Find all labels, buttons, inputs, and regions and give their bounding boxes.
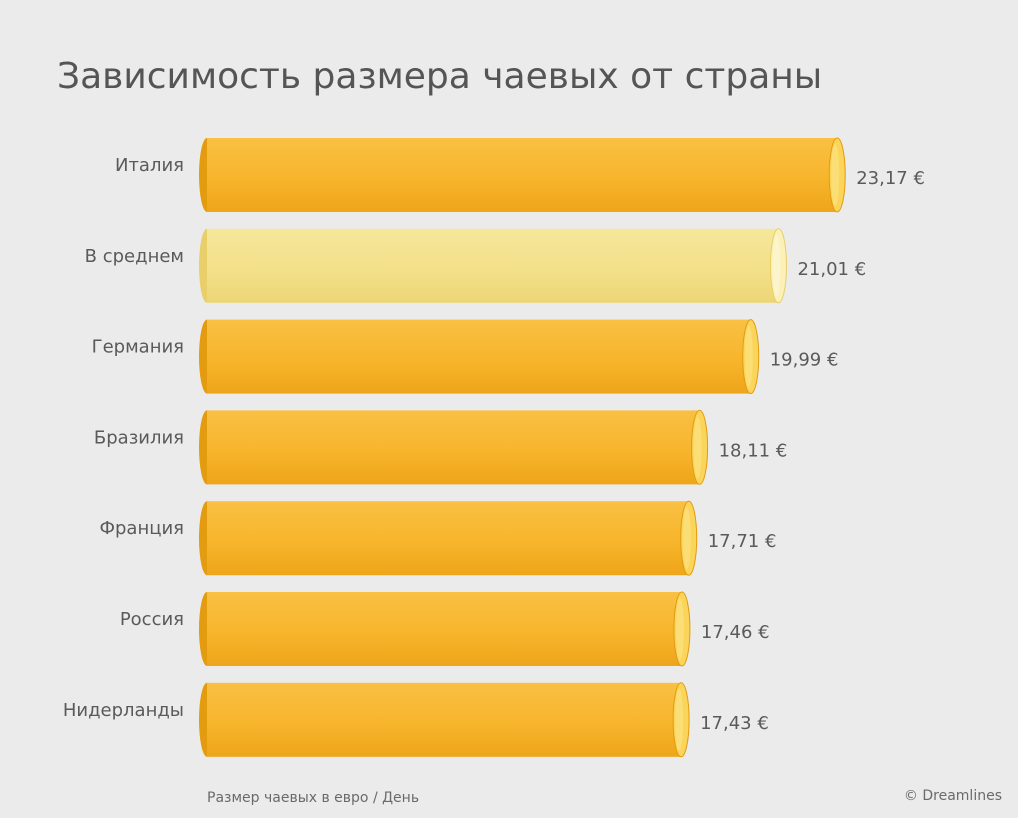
- bar: [207, 228, 779, 303]
- category-label: Нидерланды: [63, 700, 184, 721]
- bar-end-highlight: [693, 416, 702, 479]
- bar-group: [199, 591, 691, 667]
- category-label: Италия: [115, 155, 184, 176]
- value-label: 21,01 €: [797, 259, 866, 280]
- bar-group: [199, 137, 846, 213]
- bar-group: [199, 409, 709, 485]
- bar-group: [199, 319, 760, 395]
- bar-group: [199, 500, 698, 576]
- bar-group: [199, 682, 690, 758]
- value-label: 17,71 €: [708, 531, 777, 552]
- bar-end-highlight: [675, 598, 684, 660]
- category-label: В среднем: [85, 246, 184, 267]
- bar: [207, 592, 682, 666]
- bar-end-highlight: [675, 688, 684, 751]
- bar: [207, 501, 689, 576]
- chart-title: Зависимость размера чаевых от страны: [57, 56, 822, 97]
- bars-group: Италия 23,17 € В среднем 21,01 € Германия 19,…: [63, 137, 925, 758]
- value-label: 23,17 €: [856, 168, 925, 189]
- x-axis-label: Размер чаевых в евро / День: [207, 790, 419, 806]
- value-label: 19,99 €: [770, 350, 839, 371]
- category-label: Германия: [92, 337, 184, 358]
- value-label: 17,43 €: [700, 713, 769, 734]
- bar: [207, 410, 700, 485]
- bar: [207, 138, 838, 212]
- bar-end-highlight: [772, 234, 781, 297]
- source-credit: © Dreamlines: [904, 788, 1002, 804]
- category-label: Бразилия: [94, 427, 184, 448]
- bar-end-highlight: [831, 144, 840, 206]
- category-label: Франция: [100, 518, 185, 539]
- value-label: 17,46 €: [701, 622, 770, 643]
- bar-end-highlight: [682, 507, 691, 570]
- bar-end-highlight: [744, 325, 753, 388]
- value-label: 18,11 €: [719, 440, 788, 461]
- bar-group: [199, 228, 787, 304]
- bar: [207, 319, 751, 394]
- bar: [207, 682, 682, 757]
- category-label: Россия: [120, 609, 184, 630]
